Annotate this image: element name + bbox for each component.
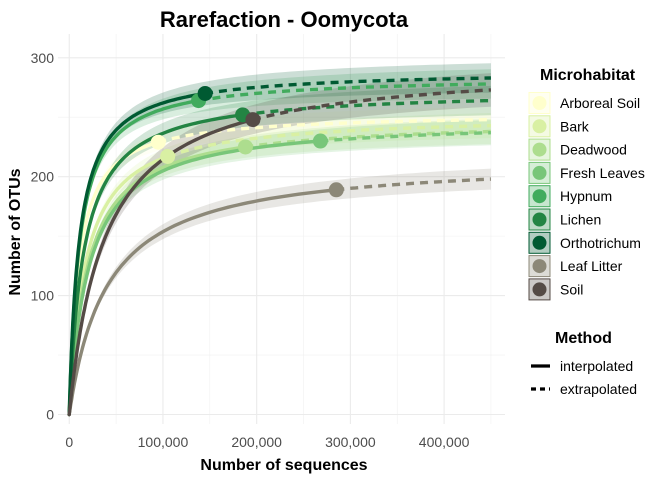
x-tick-label: 100,000 [138, 434, 189, 450]
x-tick-label: 0 [65, 434, 73, 450]
legend-item: Fresh Leaves [528, 161, 645, 184]
legend-item: Lichen [528, 208, 601, 231]
series-line-interpolated [67, 188, 338, 417]
legend-label: Orthotrichum [560, 235, 641, 251]
legend-method-items: interpolated extrapolated [531, 358, 637, 397]
x-tick-label: 300,000 [325, 434, 376, 450]
legend-item: Deadwood [528, 138, 627, 161]
legend-label: Fresh Leaves [560, 165, 645, 181]
legend-marker [532, 259, 547, 274]
legend-method-item: extrapolated [531, 381, 637, 397]
x-axis-title: Number of sequences [200, 457, 367, 474]
y-axis-ticks: 0 100 200 300 [31, 50, 55, 423]
observed-point [328, 182, 344, 198]
observed-point [245, 112, 261, 128]
legend-item: Leaf Litter [528, 255, 623, 278]
legend-item: Soil [528, 278, 583, 301]
series-line-extrapolated [198, 82, 491, 103]
legend-marker [532, 119, 547, 134]
legend-item: Bark [528, 115, 590, 138]
observed-point [160, 148, 176, 164]
x-axis-ticks: 0 100,000 200,000 300,000 400,000 [65, 434, 469, 450]
legend-microhabitat-title: Microhabitat [540, 67, 636, 84]
legend-label: Arboreal Soil [560, 95, 640, 111]
legend-label: Bark [560, 118, 590, 134]
confidence-band [69, 118, 491, 415]
y-tick-label: 200 [31, 169, 55, 185]
legend-marker [532, 235, 547, 250]
legend-item: Arboreal Soil [528, 92, 640, 114]
series-line-extrapolated [336, 177, 491, 192]
series-line-extrapolated [167, 123, 491, 159]
legend-marker [532, 282, 547, 297]
observed-point [197, 85, 213, 101]
legend-marker [532, 165, 547, 180]
legend-marker [532, 189, 547, 204]
legend-marker [532, 212, 547, 227]
y-tick-label: 0 [46, 406, 54, 422]
series-line-interpolated [67, 117, 255, 417]
legend: Microhabitat Arboreal Soil Bark Deadwood Fr… [528, 67, 645, 397]
legend-item: Orthotrichum [528, 231, 641, 254]
series-line-extrapolated [320, 131, 491, 143]
legend-method-item: interpolated [531, 358, 633, 374]
legend-marker [532, 96, 547, 110]
y-axis-title: Number of OTUs [7, 168, 24, 295]
y-tick-label: 300 [31, 50, 55, 66]
legend-label: Leaf Litter [560, 258, 623, 274]
legend-item: Hypnum [528, 185, 612, 208]
series-line-interpolated [67, 91, 207, 417]
legend-marker [532, 142, 547, 157]
x-tick-label: 400,000 [419, 434, 470, 450]
observed-point [312, 133, 328, 149]
chart-title: Rarefaction - Oomycota [160, 7, 409, 32]
observed-points [150, 85, 344, 198]
y-tick-label: 100 [31, 288, 55, 304]
legend-method-label: extrapolated [560, 381, 637, 397]
confidence-band [69, 168, 491, 415]
legend-label: Deadwood [560, 142, 627, 158]
series-line-extrapolated [204, 76, 491, 96]
legend-method-label: interpolated [560, 358, 633, 374]
observed-point [237, 139, 253, 155]
series-line-extrapolated [252, 88, 491, 122]
x-tick-label: 200,000 [231, 434, 282, 450]
observed-point [150, 134, 166, 150]
series-lines [67, 76, 491, 417]
legend-label: Lichen [560, 212, 601, 228]
confidence-band [69, 120, 491, 415]
legend-microhabitat-items: Arboreal Soil Bark Deadwood Fresh Leaves Hyp… [528, 92, 645, 301]
series-line-interpolated [67, 145, 248, 417]
legend-label: Soil [560, 281, 583, 297]
legend-label: Hypnum [560, 188, 612, 204]
legend-method-title: Method [555, 330, 612, 347]
